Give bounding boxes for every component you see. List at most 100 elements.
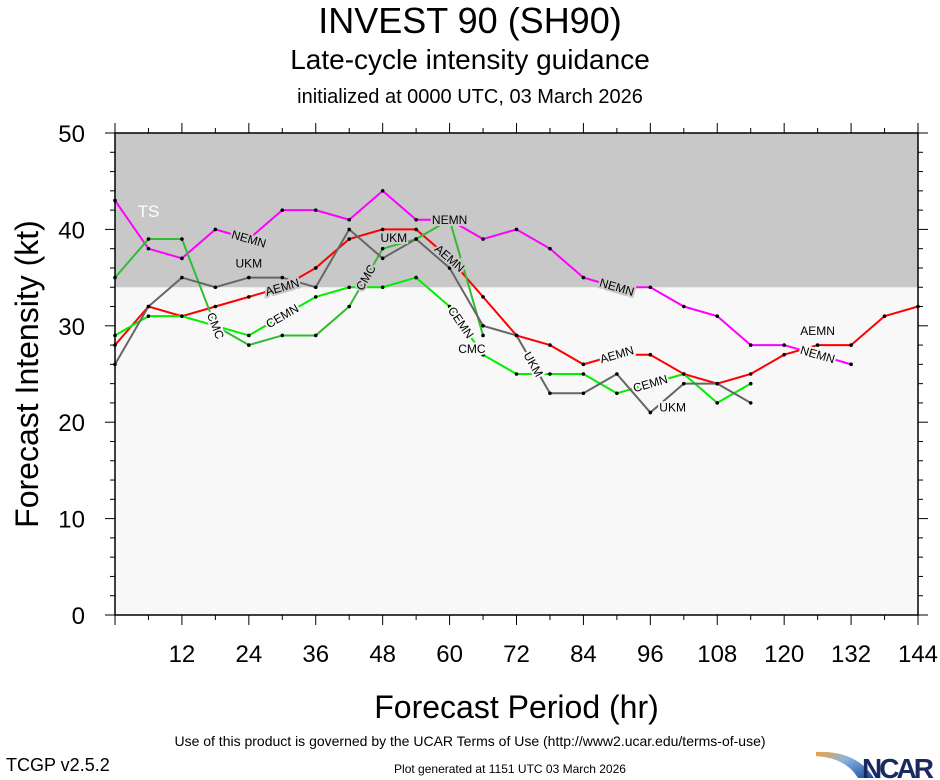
data-point <box>180 275 184 280</box>
data-point <box>447 256 452 261</box>
data-point <box>615 352 619 357</box>
data-point <box>748 343 753 347</box>
x-tick-label: 24 <box>235 641 262 668</box>
data-point <box>481 324 485 328</box>
data-point <box>313 208 318 212</box>
data-point <box>581 362 586 367</box>
data-point <box>213 304 218 309</box>
data-point <box>380 246 385 251</box>
x-tick-label: 36 <box>302 641 329 668</box>
generated-time: Plot generated at 1151 UTC 03 March 2026 <box>394 762 626 776</box>
data-point <box>648 381 653 386</box>
data-point <box>581 275 586 280</box>
ncar-logo: NCAR <box>816 751 934 780</box>
data-point <box>648 285 653 290</box>
band-label: TS <box>138 202 160 221</box>
data-point <box>782 343 786 347</box>
init-time: initialized at 0000 UTC, 03 March 2026 <box>297 86 643 108</box>
chart-title: INVEST 90 (SH90) <box>318 0 622 41</box>
x-axis-label: Forecast Period (hr) <box>374 689 659 725</box>
band-ts <box>115 133 918 288</box>
data-point <box>146 237 151 241</box>
data-point <box>380 285 385 290</box>
data-point <box>748 381 753 386</box>
data-point <box>615 285 619 290</box>
data-point <box>581 372 586 376</box>
data-point <box>481 295 485 299</box>
data-point <box>247 295 251 299</box>
y-tick-label: 0 <box>72 603 85 630</box>
data-point <box>447 266 452 270</box>
data-point <box>380 189 385 193</box>
data-point <box>548 391 552 396</box>
data-point <box>849 362 853 367</box>
data-point <box>280 314 285 318</box>
data-point <box>347 285 352 290</box>
series-line <box>114 227 752 414</box>
data-point <box>681 381 686 386</box>
data-point <box>414 227 418 232</box>
series-label: UKM <box>380 231 407 245</box>
data-point <box>247 237 251 241</box>
data-point <box>748 372 753 376</box>
data-point <box>481 352 485 357</box>
x-tick-label: 48 <box>369 641 396 668</box>
data-point <box>347 237 352 241</box>
data-point <box>313 266 318 270</box>
data-point <box>815 352 820 357</box>
x-tick-label: 60 <box>436 641 463 668</box>
data-point <box>213 227 218 232</box>
data-point <box>481 237 485 241</box>
y-tick-label: 10 <box>58 507 85 534</box>
series-ukm <box>113 227 753 415</box>
data-point <box>715 401 720 405</box>
data-point <box>782 352 786 357</box>
data-point <box>380 227 385 232</box>
data-point <box>247 333 251 338</box>
data-point <box>247 275 251 280</box>
series-label: UKM <box>235 257 262 271</box>
data-point <box>146 246 151 251</box>
data-point <box>414 237 418 241</box>
x-tick-label: 132 <box>831 641 871 668</box>
data-point <box>715 381 720 386</box>
x-tick-label: 120 <box>764 641 804 668</box>
data-point <box>548 343 552 347</box>
series-label: UKM <box>659 400 686 414</box>
x-tick-label: 72 <box>503 641 530 668</box>
y-tick-label: 30 <box>58 314 85 341</box>
data-point <box>447 217 452 222</box>
data-point <box>715 314 720 318</box>
data-point <box>481 333 485 338</box>
data-point <box>414 275 418 280</box>
data-point <box>681 304 686 309</box>
data-point <box>748 401 753 405</box>
series-cmc <box>113 217 485 347</box>
data-point <box>648 410 653 415</box>
svg-text:NCAR: NCAR <box>862 753 934 780</box>
data-point <box>514 372 519 376</box>
data-point <box>347 304 352 309</box>
data-point <box>213 285 218 290</box>
data-point <box>615 391 619 396</box>
data-point <box>347 227 352 232</box>
data-point <box>313 295 318 299</box>
terms-of-use: Use of this product is governed by the U… <box>174 733 766 749</box>
data-point <box>213 324 218 328</box>
x-tick-label: 12 <box>169 641 196 668</box>
data-point <box>280 275 285 280</box>
data-point <box>414 217 418 222</box>
data-point <box>882 314 887 318</box>
x-tick-label: 84 <box>570 641 597 668</box>
data-point <box>146 314 151 318</box>
chart-subtitle: Late-cycle intensity guidance <box>290 44 650 75</box>
x-tick-label: 96 <box>637 641 664 668</box>
series-label: NEMN <box>432 213 467 227</box>
data-point <box>648 352 653 357</box>
series-nemn <box>113 189 853 367</box>
series-line <box>114 276 752 405</box>
data-point <box>681 372 686 376</box>
version-label: TCGP v2.5.2 <box>6 755 110 775</box>
y-tick-label: 40 <box>58 217 85 244</box>
